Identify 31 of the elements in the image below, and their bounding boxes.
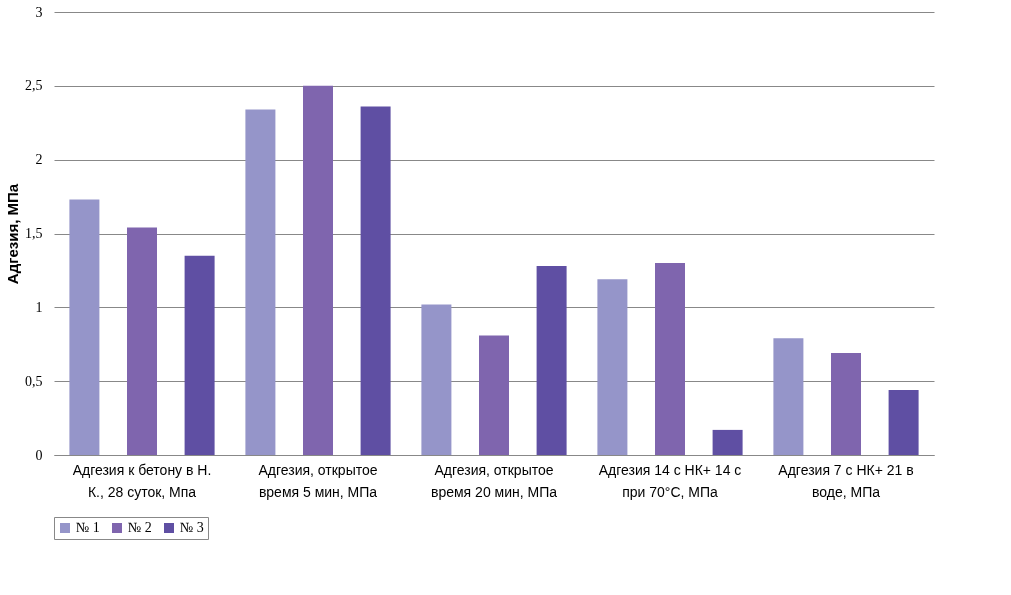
- y-tick-label: 2: [35, 152, 43, 168]
- y-tick-label: 0,5: [25, 373, 43, 389]
- x-tick-label: Адгезия 7 с НК+ 21 в воде, МПа: [778, 461, 914, 500]
- y-tick-label: 3: [35, 4, 43, 20]
- bar: [245, 109, 276, 455]
- bar: [597, 279, 628, 455]
- x-tick-label: Адгезия 14 с НК+ 14 с при 70°С, МПа: [598, 461, 742, 500]
- y-tick-label: 1,5: [25, 226, 43, 241]
- y-tick-label: 1: [35, 299, 43, 315]
- y-tick-label: 0: [35, 447, 43, 463]
- bar: [655, 263, 685, 455]
- legend-label: № 1: [76, 520, 100, 535]
- bar: [536, 265, 567, 455]
- x-tick-label: Адгезия, открытое время 20 мин, МПа: [430, 461, 558, 500]
- bar: [712, 429, 743, 455]
- bar: [831, 353, 861, 455]
- x-tick-label: Адгезия к бетону в Н. К., 28 суток, Мпа: [72, 461, 212, 500]
- bar: [69, 199, 100, 455]
- legend-label: № 2: [128, 520, 152, 535]
- x-tick-label: Адгезия, открытое время 5 мин, МПа: [258, 461, 378, 500]
- bar: [421, 304, 452, 455]
- bar: [360, 106, 391, 455]
- bar: [184, 255, 215, 455]
- bar: [479, 335, 509, 455]
- bar: [303, 85, 333, 455]
- legend-label: № 3: [180, 520, 204, 535]
- y-tick-label: 2,5: [25, 78, 43, 94]
- y-axis-title: Адгезия, МПа: [4, 183, 21, 285]
- bar: [773, 338, 804, 455]
- bar: [888, 390, 919, 455]
- bar: [127, 227, 157, 455]
